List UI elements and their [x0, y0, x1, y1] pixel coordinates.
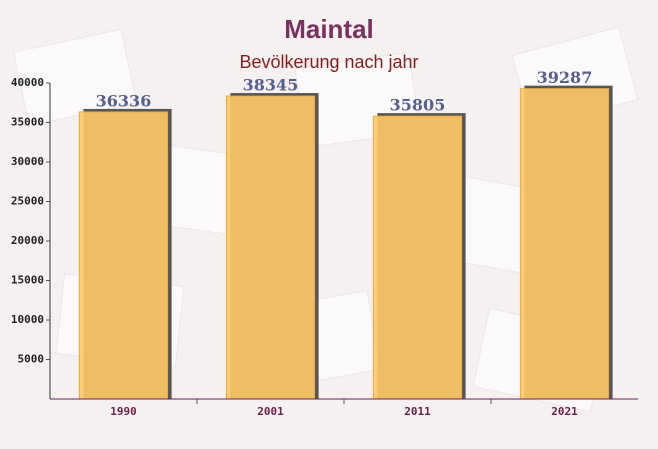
- x-tick-label: 2011: [404, 405, 431, 418]
- y-tick-label: 10000: [11, 313, 44, 326]
- x-tick-label: 1990: [110, 405, 137, 418]
- value-label: 39287: [537, 68, 593, 87]
- bar: [519, 88, 610, 400]
- x-tick-label: 2001: [257, 405, 284, 418]
- x-tick-label: 2021: [551, 405, 578, 418]
- chart-title: Maintal: [284, 14, 374, 44]
- bar: [372, 115, 463, 400]
- y-tick-label: 25000: [11, 195, 44, 208]
- bar: [225, 95, 316, 400]
- y-tick-label: 5000: [18, 353, 45, 366]
- y-tick-label: 15000: [11, 274, 44, 287]
- y-tick-label: 20000: [11, 234, 44, 247]
- y-tick-label: 40000: [11, 76, 44, 89]
- y-tick-label: 35000: [11, 116, 44, 129]
- chart-subtitle: Bevölkerung nach jahr: [239, 52, 418, 72]
- bar: [78, 111, 169, 400]
- y-tick-label: 30000: [11, 155, 44, 168]
- value-label: 35805: [390, 96, 446, 115]
- value-label: 38345: [243, 76, 299, 95]
- value-label: 36336: [96, 91, 152, 110]
